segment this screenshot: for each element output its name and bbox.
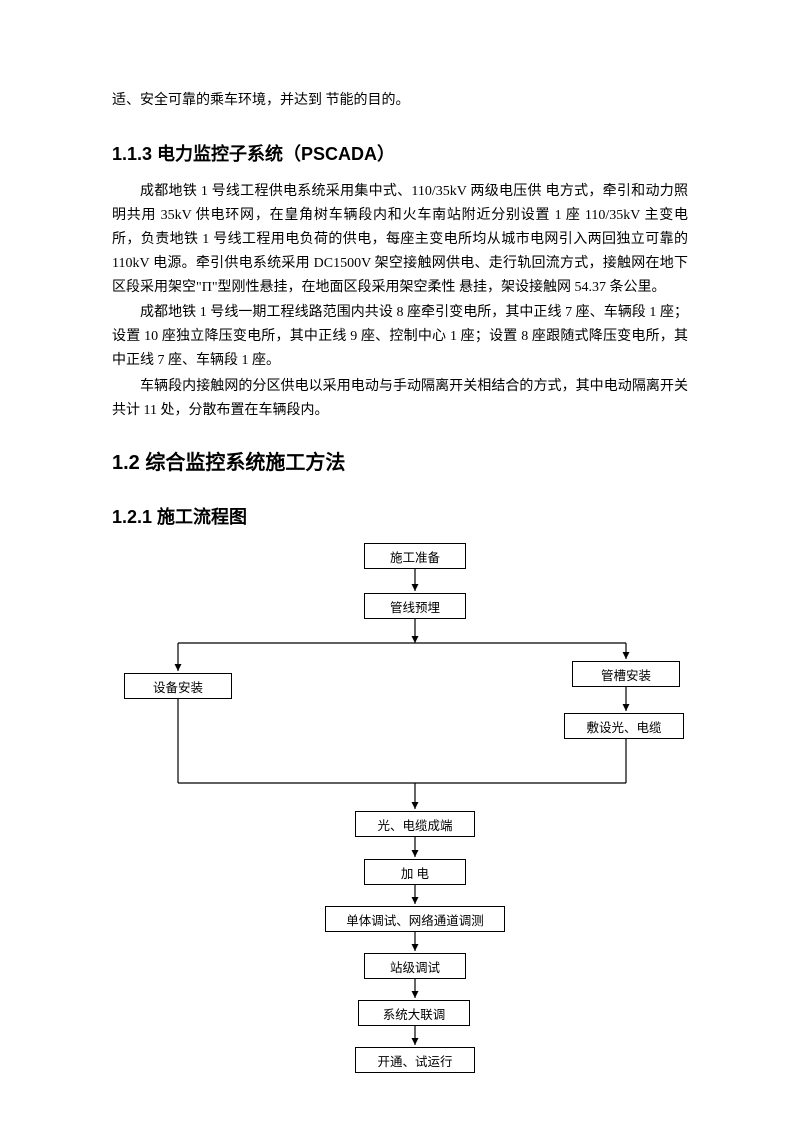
heading-1-1-3: 1.1.3 电力监控子系统（PSCADA） — [112, 140, 688, 166]
flow-node-open: 开通、试运行 — [355, 1047, 475, 1073]
para-113-3: 车辆段内接触网的分区供电以采用电动与手动隔离开关相结合的方式，其中电动隔离开关共… — [112, 375, 688, 423]
para-113-2: 成都地铁 1 号线一期工程线路范围内共设 8 座牵引变电所，其中正线 7 座、车… — [112, 301, 688, 372]
flow-node-cable: 敷设光、电缆 — [564, 713, 684, 739]
heading-1-2: 1.2 综合监控系统施工方法 — [112, 446, 688, 475]
flow-node-trough: 管槽安装 — [572, 661, 680, 687]
flow-node-pipeline: 管线预埋 — [364, 593, 466, 619]
flow-node-system: 系统大联调 — [358, 1000, 470, 1026]
flow-node-terminate: 光、电缆成端 — [355, 811, 475, 837]
intro-text: 适、安全可靠的乘车环境，并达到 节能的目的。 — [112, 90, 688, 112]
para-113-1: 成都地铁 1 号线工程供电系统采用集中式、110/35kV 两级电压供 电方式，… — [112, 180, 688, 299]
heading-1-2-1: 1.2.1 施工流程图 — [112, 503, 688, 529]
flow-node-prepare: 施工准备 — [364, 543, 466, 569]
flow-node-equip: 设备安装 — [124, 673, 232, 699]
flow-node-power: 加 电 — [364, 859, 466, 885]
flow-node-unit-test: 单体调试、网络通道调测 — [325, 906, 505, 932]
flowchart: 施工准备 管线预埋 设备安装 管槽安装 敷设光、电缆 光、电缆成端 加 电 单体… — [112, 543, 688, 1053]
flow-node-station: 站级调试 — [364, 953, 466, 979]
